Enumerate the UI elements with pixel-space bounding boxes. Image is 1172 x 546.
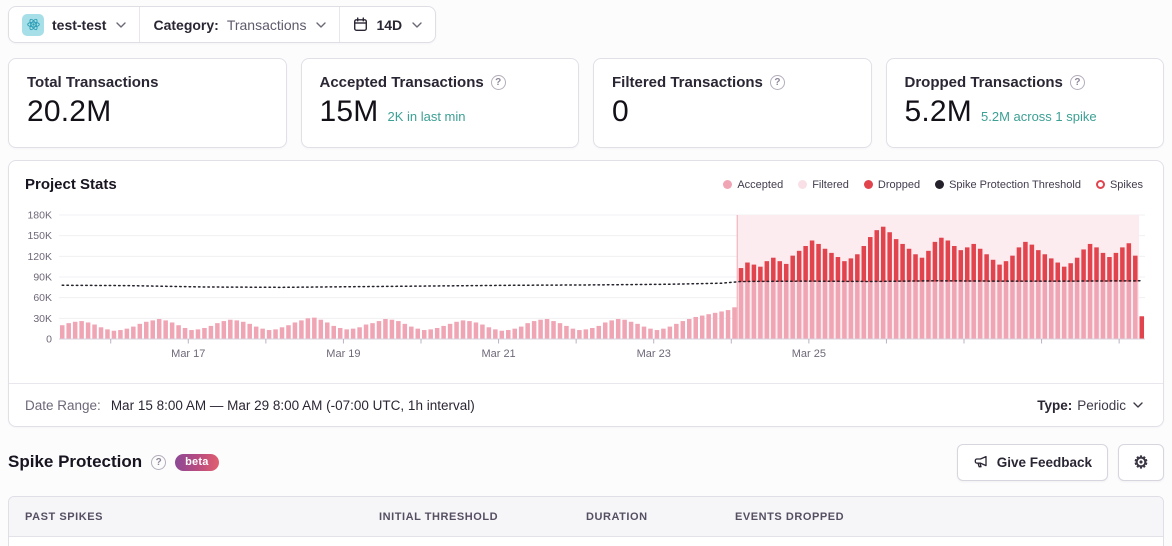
card-title: Total Transactions bbox=[27, 74, 159, 91]
card-total-transactions: Total Transactions 20.2M bbox=[8, 58, 287, 148]
project-stats-panel: Project Stats Accepted Filtered Dropped Spi… bbox=[8, 160, 1164, 427]
type-label: Type: bbox=[1037, 397, 1073, 413]
page-filters-bar: test-test Category: Transactions 14D bbox=[8, 6, 437, 43]
help-icon[interactable]: ? bbox=[1069, 75, 1085, 90]
dropped-swatch-icon bbox=[863, 180, 873, 189]
spikes-table-header: PAST SPIKES INITIAL THRESHOLD DURATION EVEN… bbox=[9, 497, 1163, 537]
project-platform-icon bbox=[22, 13, 44, 36]
megaphone-icon bbox=[973, 454, 989, 470]
category-selector[interactable]: Category: Transactions bbox=[140, 7, 339, 42]
svg-text:120K: 120K bbox=[27, 251, 52, 263]
card-value: 20.2M bbox=[27, 95, 112, 128]
card-subtext: 5.2M across 1 spike bbox=[981, 109, 1097, 124]
legend-item-threshold[interactable]: Spike Protection Threshold bbox=[935, 179, 1081, 191]
calendar-icon bbox=[353, 17, 368, 32]
card-accepted-transactions: Accepted Transactions ? 15M 2K in last m… bbox=[300, 58, 579, 148]
gear-icon: ⚙ bbox=[1133, 452, 1149, 472]
legend-item-accepted[interactable]: Accepted bbox=[723, 179, 783, 191]
past-spikes-table: PAST SPIKES INITIAL THRESHOLD DURATION EVEN… bbox=[8, 496, 1164, 546]
spikes-table-body bbox=[9, 537, 1163, 546]
card-dropped-transactions: Dropped Transactions ? 5.2M 5.2M across … bbox=[885, 58, 1164, 148]
legend-item-filtered[interactable]: Filtered bbox=[798, 179, 849, 191]
type-value: Periodic bbox=[1077, 397, 1126, 413]
chart-footer: Date Range: Mar 15 8:00 AM — Mar 29 8:00… bbox=[9, 383, 1163, 426]
chart-legend: Accepted Filtered Dropped Spike Protection … bbox=[723, 179, 1143, 191]
project-name: test-test bbox=[52, 16, 107, 33]
legend-item-spikes[interactable]: Spikes bbox=[1095, 178, 1143, 191]
project-selector[interactable]: test-test bbox=[9, 7, 139, 42]
project-stats-chart: 180K 150K 120K 90K 60K 30K 0 Mar 17 Mar 19 Mar 21… bbox=[27, 210, 1145, 360]
accepted-swatch-icon bbox=[723, 180, 733, 189]
section-title: Spike Protection bbox=[8, 452, 143, 471]
card-value: 15M bbox=[319, 95, 379, 128]
table-header-cell: INITIAL THRESHOLD bbox=[379, 510, 499, 523]
give-feedback-button[interactable]: Give Feedback bbox=[956, 443, 1108, 481]
chart-title: Project Stats bbox=[25, 176, 117, 193]
svg-text:150K: 150K bbox=[27, 230, 52, 242]
stat-cards-row: Total Transactions 20.2M Accepted Transa… bbox=[8, 58, 1164, 148]
card-subtext: 2K in last min bbox=[387, 109, 466, 124]
svg-text:90K: 90K bbox=[33, 272, 52, 284]
svg-text:Mar 23: Mar 23 bbox=[637, 348, 671, 360]
help-icon[interactable]: ? bbox=[769, 75, 785, 90]
card-title: Filtered Transactions bbox=[612, 74, 763, 91]
chevron-down-icon bbox=[412, 21, 422, 28]
category-label: Category: bbox=[153, 16, 219, 33]
give-feedback-label: Give Feedback bbox=[996, 454, 1092, 470]
card-title: Dropped Transactions bbox=[904, 74, 1063, 91]
card-filtered-transactions: Filtered Transactions ? 0 bbox=[593, 58, 872, 148]
card-title: Accepted Transactions bbox=[319, 74, 484, 91]
threshold-swatch-icon bbox=[935, 180, 945, 189]
legend-label: Accepted bbox=[737, 178, 784, 191]
date-range-value: 14D bbox=[376, 16, 403, 33]
date-range-selector[interactable]: 14D bbox=[340, 7, 435, 42]
filtered-swatch-icon bbox=[798, 180, 808, 189]
card-value: 5.2M bbox=[904, 95, 972, 128]
beta-badge: beta bbox=[175, 453, 219, 471]
divider bbox=[339, 7, 341, 42]
legend-label: Filtered bbox=[812, 178, 849, 191]
table-header-cell: EVENTS DROPPED bbox=[735, 510, 845, 523]
svg-text:Mar 21: Mar 21 bbox=[481, 348, 515, 360]
legend-item-dropped[interactable]: Dropped bbox=[863, 178, 921, 191]
svg-text:Mar 19: Mar 19 bbox=[326, 348, 360, 360]
help-icon[interactable]: ? bbox=[490, 75, 506, 90]
svg-text:0: 0 bbox=[46, 334, 52, 346]
settings-button[interactable]: ⚙ bbox=[1118, 443, 1164, 481]
help-icon[interactable]: ? bbox=[151, 454, 167, 470]
usage-chart: 180K 150K 120K 90K 60K 30K 0 Mar 17 Mar 19 Mar 21… bbox=[19, 207, 1153, 365]
svg-text:30K: 30K bbox=[33, 313, 52, 325]
svg-text:60K: 60K bbox=[33, 292, 52, 304]
legend-label: Spikes bbox=[1109, 178, 1143, 191]
legend-label: Dropped bbox=[877, 178, 921, 191]
category-value: Transactions bbox=[226, 16, 307, 33]
chevron-down-icon bbox=[116, 21, 127, 28]
divider bbox=[139, 7, 141, 42]
date-range-text: Mar 15 8:00 AM — Mar 29 8:00 AM (-07:00 … bbox=[110, 397, 475, 413]
chevron-down-icon bbox=[316, 21, 327, 28]
legend-label: Spike Protection Threshold bbox=[949, 178, 1081, 191]
table-header-cell: DURATION bbox=[586, 510, 648, 523]
spike-protection-header: Spike Protection ? beta Give Feedback ⚙ bbox=[8, 443, 1164, 481]
svg-text:Mar 25: Mar 25 bbox=[792, 348, 826, 360]
chevron-down-icon bbox=[1133, 402, 1143, 408]
card-value: 0 bbox=[612, 95, 629, 128]
spikes-swatch-icon bbox=[1095, 180, 1105, 189]
svg-text:180K: 180K bbox=[27, 210, 52, 222]
type-selector[interactable]: Type: Periodic bbox=[1037, 398, 1143, 413]
date-range-label: Date Range: bbox=[25, 397, 101, 413]
svg-text:Mar 17: Mar 17 bbox=[171, 348, 205, 360]
table-header-cell: PAST SPIKES bbox=[25, 510, 103, 523]
